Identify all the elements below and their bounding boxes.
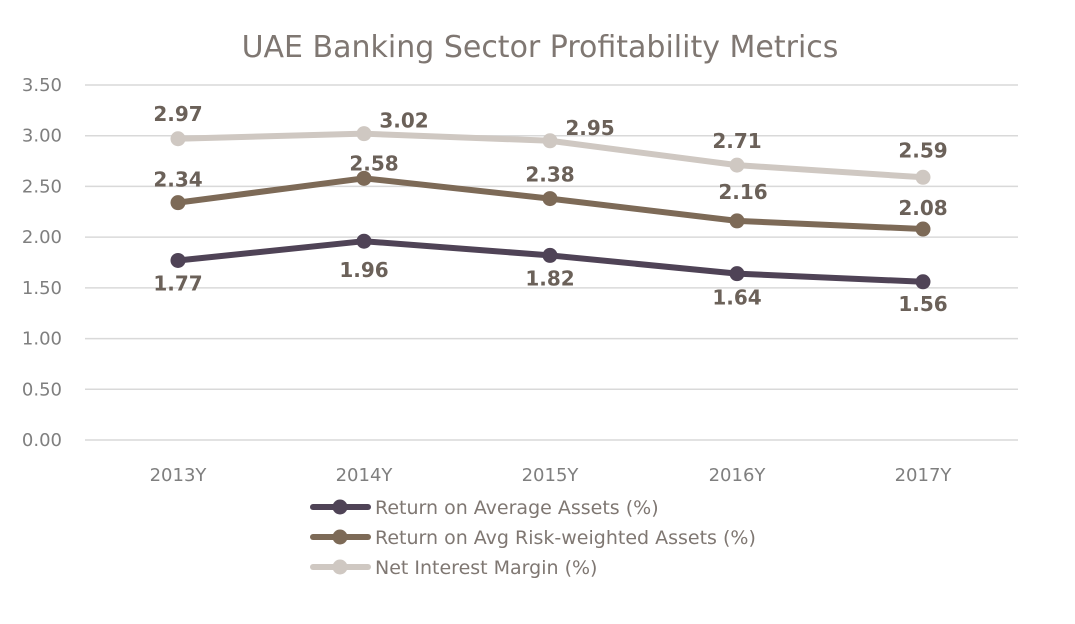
legend-swatch-marker — [332, 559, 348, 575]
legend-label: Net Interest Margin (%) — [375, 557, 597, 579]
data-label: 2.58 — [349, 151, 398, 175]
y-axis-ticks: 0.00 0.50 1.00 1.50 2.00 2.50 3.00 3.50 — [22, 75, 62, 451]
data-point — [729, 157, 745, 173]
data-point — [356, 126, 372, 142]
x-tick-label: 2014Y — [336, 465, 394, 486]
legend-label: Return on Avg Risk-weighted Assets (%) — [375, 527, 756, 549]
data-label: 2.59 — [898, 138, 947, 162]
y-tick-label: 0.00 — [22, 430, 62, 451]
data-point — [356, 170, 372, 186]
y-tick-label: 3.50 — [22, 75, 62, 96]
data-point — [542, 247, 558, 263]
data-label: 1.64 — [712, 286, 761, 310]
y-tick-label: 2.00 — [22, 227, 62, 248]
data-point — [170, 252, 186, 268]
legend: Return on Average Assets (%) Return on Av… — [310, 497, 756, 579]
data-labels: 1.77 1.96 1.82 1.64 1.56 2.34 2.58 2.38 2.16 2.08… — [153, 102, 947, 316]
data-point — [729, 213, 745, 229]
data-point — [170, 131, 186, 147]
data-point — [915, 274, 931, 290]
data-label: 2.95 — [565, 116, 614, 140]
data-point — [542, 133, 558, 149]
data-point — [356, 233, 372, 249]
data-point — [729, 266, 745, 282]
data-label: 3.02 — [379, 109, 428, 133]
legend-swatch-marker — [332, 499, 348, 515]
data-label: 2.08 — [898, 196, 947, 220]
data-label: 1.96 — [339, 258, 388, 282]
legend-label: Return on Average Assets (%) — [375, 497, 659, 519]
data-point — [915, 221, 931, 237]
x-tick-label: 2015Y — [522, 465, 580, 486]
x-axis-ticks: 2013Y 2014Y 2015Y 2016Y 2017Y — [150, 465, 953, 486]
x-tick-label: 2016Y — [709, 465, 767, 486]
data-label: 2.16 — [718, 180, 767, 204]
data-label: 2.38 — [525, 163, 574, 187]
data-label: 2.97 — [153, 102, 202, 126]
x-tick-label: 2013Y — [150, 465, 208, 486]
y-tick-label: 1.50 — [22, 278, 62, 299]
data-point — [915, 169, 931, 185]
y-tick-label: 3.00 — [22, 126, 62, 147]
series-lines — [170, 126, 931, 290]
data-label: 2.71 — [712, 129, 761, 153]
chart-title: UAE Banking Sector Profitability Metrics — [242, 30, 839, 65]
legend-swatch-marker — [332, 529, 348, 545]
y-tick-label: 2.50 — [22, 176, 62, 197]
data-label: 1.56 — [898, 292, 947, 316]
data-label: 1.82 — [525, 266, 574, 290]
data-label: 2.34 — [153, 168, 202, 192]
data-point — [170, 195, 186, 211]
y-tick-label: 1.00 — [22, 329, 62, 350]
y-tick-label: 0.50 — [22, 379, 62, 400]
data-label: 1.77 — [153, 271, 202, 295]
data-point — [542, 191, 558, 207]
x-tick-label: 2017Y — [895, 465, 953, 486]
